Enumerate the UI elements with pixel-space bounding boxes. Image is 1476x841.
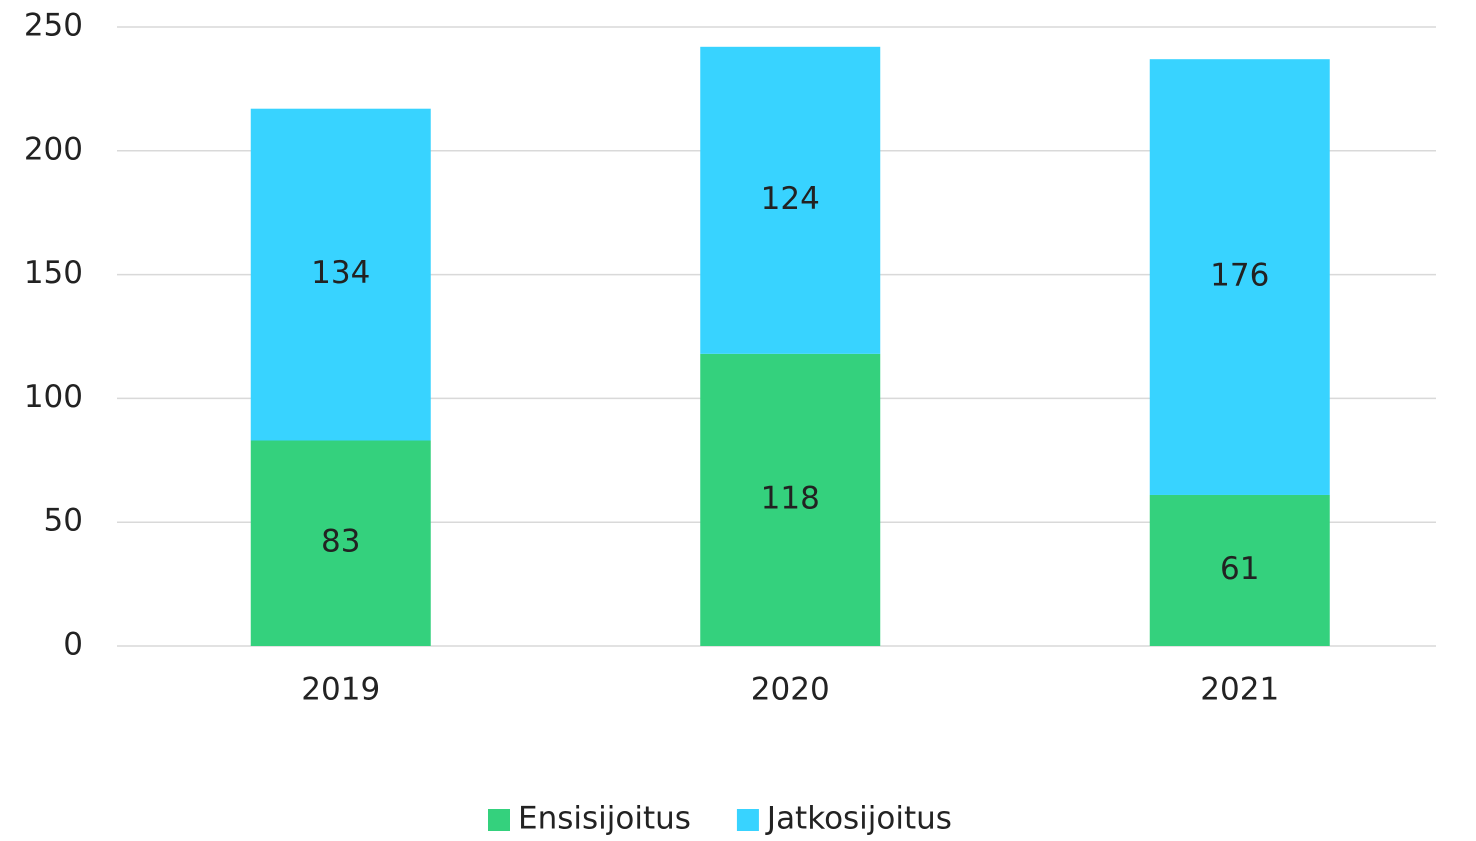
legend-label: Ensisijoitus [518, 801, 691, 837]
data-label: 61 [1220, 551, 1259, 587]
y-tick-label: 150 [24, 255, 83, 291]
y-tick-label: 50 [44, 503, 83, 539]
x-tick-label: 2019 [301, 672, 380, 708]
y-tick-label: 0 [63, 627, 83, 663]
bar-segment [250, 108, 431, 441]
data-label: 124 [761, 181, 820, 217]
legend-label: Jatkosijoitus [765, 801, 952, 837]
y-tick-label: 100 [24, 379, 83, 415]
bar-segment [700, 353, 881, 646]
bar-segment [250, 440, 431, 646]
data-label: 83 [321, 524, 360, 560]
y-tick-label: 250 [24, 8, 83, 44]
bar-segment [700, 46, 881, 354]
legend-swatch [736, 809, 759, 831]
legend-swatch [488, 809, 510, 831]
x-tick-label: 2020 [751, 672, 830, 708]
y-tick-label: 200 [24, 131, 83, 167]
data-label: 118 [761, 480, 820, 516]
bar-segment [1149, 494, 1330, 646]
data-label: 176 [1210, 258, 1269, 294]
data-label: 134 [311, 255, 370, 291]
x-tick-label: 2021 [1200, 672, 1279, 708]
bar-segment [1149, 59, 1330, 495]
